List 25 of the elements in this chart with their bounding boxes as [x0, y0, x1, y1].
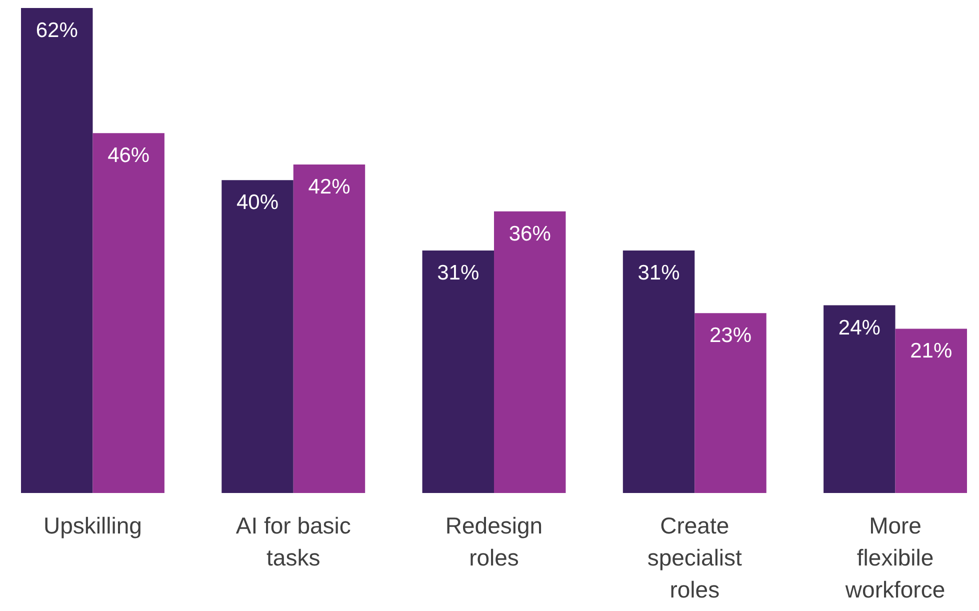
bar [494, 211, 566, 493]
x-tick-label: More flexibile workforce [844, 512, 946, 602]
data-label: 24% [838, 316, 880, 340]
bar [622, 250, 695, 493]
bar [824, 305, 896, 493]
bar [21, 8, 93, 493]
x-tick-label: AI for basic tasks [236, 512, 351, 570]
bar [222, 180, 294, 493]
data-label: 62% [36, 19, 78, 42]
data-label: 21% [910, 340, 952, 363]
data-label: 46% [108, 144, 150, 168]
x-tick-label: Create specialist roles [647, 512, 743, 602]
data-label: 42% [308, 175, 350, 198]
bar [422, 250, 494, 493]
bar [895, 328, 967, 493]
data-label: 31% [638, 262, 680, 284]
bar [694, 313, 766, 493]
data-label: 36% [508, 222, 551, 246]
bar [293, 164, 366, 493]
bar [92, 133, 164, 493]
data-label: 40% [236, 191, 279, 214]
x-tick-label: Redesign roles [445, 512, 543, 570]
data-label: 23% [709, 324, 752, 348]
x-tick-label: Upskilling [44, 512, 142, 538]
data-label: 31% [437, 262, 480, 284]
